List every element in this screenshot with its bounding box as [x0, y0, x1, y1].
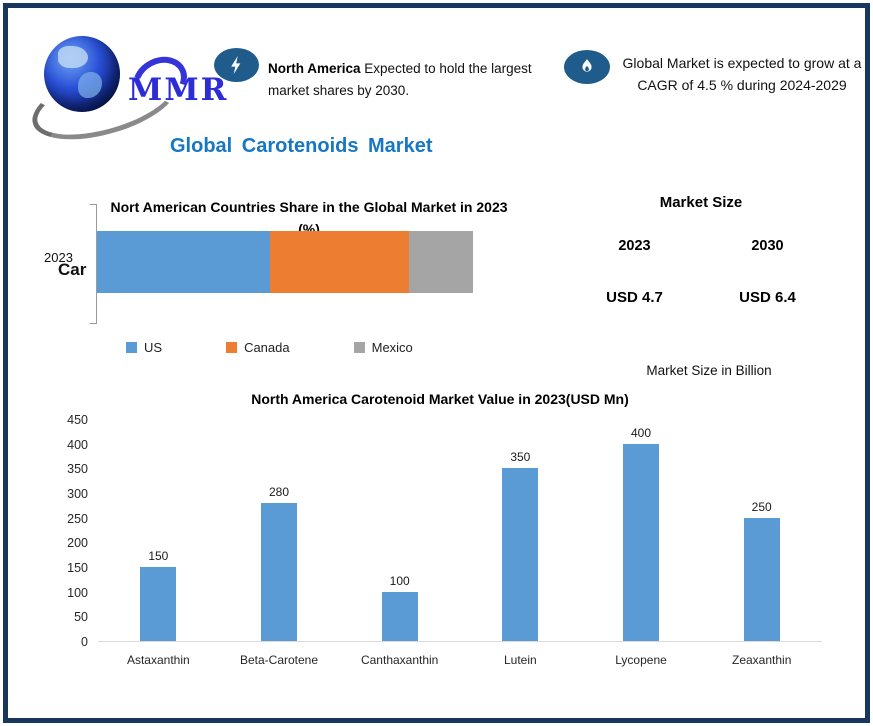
bar-slot-zeaxanthin: 250 Zeaxanthin [701, 419, 822, 667]
y-tick-label: 200 [67, 536, 88, 551]
clipped-axis-label: Car [58, 260, 87, 279]
bar-lycopene [623, 443, 660, 641]
market-size-value: USD 4.7 [606, 289, 663, 306]
callout-text: Expected to hold the largest market shar… [268, 60, 532, 98]
y-tick-label: 300 [67, 487, 88, 501]
y-tick-label: 450 [67, 413, 88, 427]
y-tick-label: 0 [81, 635, 88, 649]
market-size-value: USD 6.4 [739, 289, 796, 306]
bar-slot-lycopene: 400 Lycopene [581, 419, 702, 667]
flame-icon [564, 50, 610, 84]
column-chart-title: North America Carotenoid Market Value in… [251, 390, 629, 407]
callout-highlight: North America [268, 60, 361, 76]
mmr-logo: MMR [24, 28, 226, 154]
legend-label: Mexico [371, 340, 413, 355]
infographic-frame: MMR North America Expected to hold the l… [3, 3, 870, 723]
bar-slot-beta-carotene: 280 Beta-Carotene [219, 419, 340, 667]
legend-item-us: US [126, 340, 162, 355]
bar-canthaxanthin [381, 591, 418, 641]
legend-item-canada: Canada [226, 340, 290, 355]
x-category-label: Lycopene [615, 653, 667, 667]
legend-swatch [353, 342, 365, 353]
bar-segment-mexico [409, 231, 473, 293]
market-size-year: 2030 [751, 238, 784, 254]
x-category-label: Lutein [503, 653, 537, 667]
stacked-chart-axis [90, 204, 97, 324]
lightning-icon [214, 48, 259, 82]
callout-cagr: Global Market is expected to grow at a C… [622, 55, 862, 94]
y-tick-label: 150 [67, 561, 88, 575]
stacked-chart-legend: US Canada Mexico [126, 340, 413, 355]
logo-text: MMR [128, 72, 229, 108]
bar-value-label: 250 [751, 499, 772, 514]
y-tick-label: 350 [67, 462, 88, 477]
bar-value-label: 150 [148, 549, 169, 563]
bar-slot-astaxanthin: 150 Astaxanthin [98, 419, 219, 667]
callout-north-america: North America Expected to hold the large… [268, 58, 536, 103]
column-chart-plot: 150 Astaxanthin 280 Beta-Carotene 100 Canthax… [98, 419, 822, 667]
legend-label: Canada [244, 340, 290, 355]
market-size-year: 2023 [618, 238, 651, 254]
x-category-label: Zeaxanthin [732, 653, 792, 667]
legend-item-mexico: Mexico [353, 340, 413, 355]
y-tick-label: 250 [67, 511, 88, 526]
y-tick-label: 400 [67, 437, 88, 452]
y-tick-label: 50 [74, 610, 88, 625]
market-size-values: USD 4.7 USD 6.4 [568, 289, 834, 306]
globe-icon [44, 36, 120, 112]
bar-astaxanthin [140, 567, 177, 641]
y-tick-label: 100 [67, 585, 88, 600]
bar-zeaxanthin [743, 517, 780, 641]
column-chart-y-axis: 450 400 350 300 250 200 150 100 50 0 [46, 413, 88, 649]
x-category-label: Astaxanthin [126, 653, 190, 667]
bar-segment-canada [269, 231, 410, 293]
bar-slot-lutein: 350 Lutein [460, 419, 581, 667]
legend-swatch [226, 342, 238, 353]
market-size-note: Market Size in Billion [646, 362, 772, 378]
column-chart: 450 400 350 300 250 200 150 100 50 0 150 Astaxanth… [46, 412, 846, 700]
x-category-label: Canthaxanthin [360, 653, 439, 667]
market-size-years: 2023 2030 [568, 238, 834, 254]
page-title: Global Carotenoids Market [170, 135, 433, 158]
bar-value-label: 100 [389, 573, 410, 588]
market-size-title: Market Size [659, 194, 743, 212]
legend-label: US [144, 340, 163, 355]
x-category-label: Beta-Carotene [239, 653, 319, 667]
bar-beta-carotene [261, 502, 297, 641]
bar-slot-canthaxanthin: 100 Canthaxanthin [339, 419, 460, 667]
bar-segment-us [97, 231, 270, 293]
bar-value-label: 400 [631, 425, 652, 440]
stacked-bar [97, 231, 473, 293]
legend-swatch [126, 342, 137, 353]
bar-lutein [502, 468, 539, 641]
bar-value-label: 280 [268, 484, 290, 499]
stacked-chart-category-label: 2023 [44, 250, 73, 265]
bar-value-label: 350 [510, 450, 531, 465]
